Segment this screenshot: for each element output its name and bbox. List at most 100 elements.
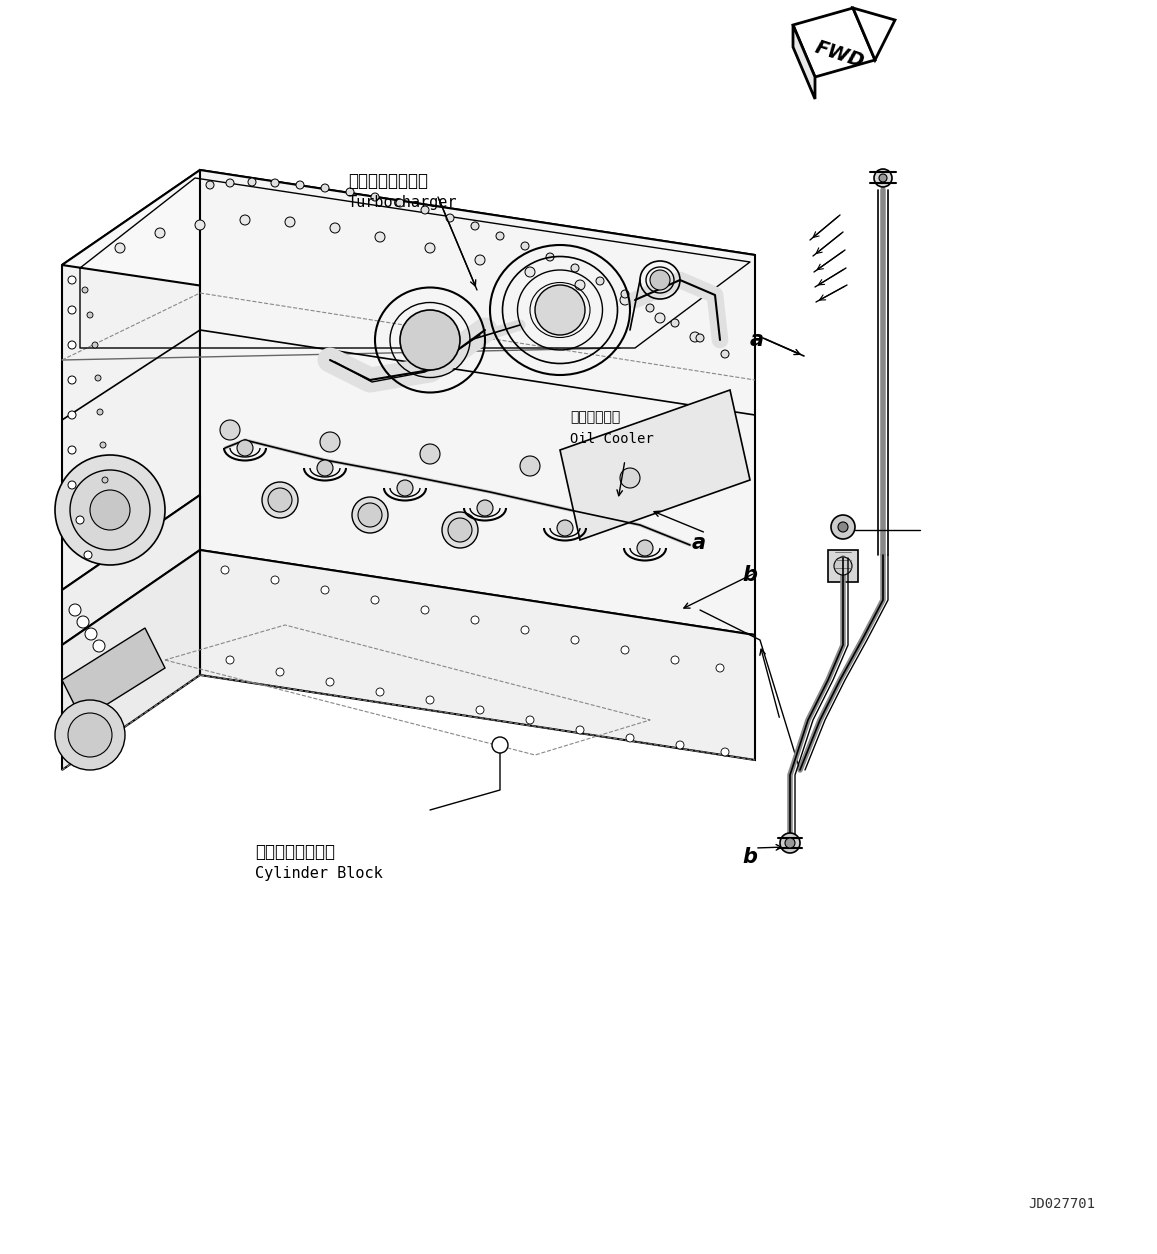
Text: Turbocharger: Turbocharger [348, 196, 457, 209]
Circle shape [620, 468, 640, 488]
Circle shape [226, 656, 234, 665]
Polygon shape [200, 171, 756, 635]
Polygon shape [793, 25, 815, 99]
Text: シリンダブロック: シリンダブロック [255, 843, 336, 861]
Circle shape [371, 596, 379, 604]
Circle shape [196, 219, 205, 229]
Circle shape [879, 174, 887, 182]
Circle shape [320, 184, 329, 192]
Circle shape [100, 441, 106, 448]
Circle shape [421, 606, 429, 614]
Circle shape [646, 303, 654, 312]
Circle shape [445, 214, 454, 222]
Circle shape [420, 444, 440, 464]
Circle shape [620, 295, 631, 305]
Circle shape [655, 314, 665, 324]
Circle shape [572, 636, 578, 645]
Text: b: b [742, 566, 757, 586]
Circle shape [71, 470, 150, 551]
Circle shape [155, 228, 165, 238]
Circle shape [575, 280, 585, 290]
Circle shape [831, 515, 855, 539]
Circle shape [320, 586, 329, 594]
Circle shape [690, 332, 700, 342]
Circle shape [93, 640, 105, 652]
Circle shape [206, 181, 214, 189]
Circle shape [277, 668, 283, 676]
Circle shape [90, 490, 130, 530]
Polygon shape [828, 551, 858, 582]
Text: Cylinder Block: Cylinder Block [255, 867, 383, 882]
Text: b: b [742, 846, 757, 867]
Circle shape [221, 566, 229, 574]
Circle shape [56, 455, 165, 566]
Circle shape [226, 179, 234, 187]
Circle shape [400, 310, 460, 370]
Circle shape [572, 265, 578, 272]
Circle shape [471, 222, 479, 229]
Circle shape [834, 557, 852, 576]
Circle shape [426, 696, 434, 703]
Circle shape [521, 626, 529, 635]
Circle shape [492, 737, 508, 752]
Circle shape [621, 646, 629, 655]
Circle shape [102, 477, 108, 483]
Circle shape [874, 169, 892, 187]
Circle shape [526, 716, 535, 724]
Circle shape [56, 700, 125, 770]
Circle shape [496, 232, 504, 240]
Polygon shape [793, 8, 875, 76]
Circle shape [721, 350, 729, 357]
Circle shape [521, 242, 529, 250]
Circle shape [320, 431, 340, 451]
Circle shape [68, 714, 112, 757]
Circle shape [626, 734, 634, 742]
Circle shape [375, 232, 385, 242]
Circle shape [285, 217, 295, 227]
Polygon shape [560, 390, 750, 540]
Circle shape [557, 520, 573, 535]
Polygon shape [62, 171, 756, 349]
Circle shape [346, 188, 354, 196]
Circle shape [239, 214, 250, 224]
Circle shape [97, 409, 103, 415]
Circle shape [638, 540, 653, 556]
Circle shape [84, 628, 97, 640]
Circle shape [271, 179, 279, 187]
Circle shape [68, 411, 76, 419]
Circle shape [68, 446, 76, 454]
Circle shape [671, 319, 679, 327]
Circle shape [82, 287, 88, 293]
Circle shape [317, 460, 333, 477]
Circle shape [93, 342, 98, 349]
Circle shape [525, 267, 535, 277]
Circle shape [519, 456, 540, 477]
Circle shape [376, 688, 384, 696]
Text: オイルクーラ: オイルクーラ [570, 410, 620, 424]
Polygon shape [62, 171, 200, 589]
Circle shape [95, 375, 101, 381]
Circle shape [716, 665, 724, 672]
Circle shape [68, 276, 76, 283]
Circle shape [76, 515, 84, 524]
Text: Oil Cooler: Oil Cooler [570, 431, 654, 446]
Circle shape [396, 199, 404, 207]
Circle shape [425, 243, 435, 253]
Circle shape [442, 512, 478, 548]
Polygon shape [200, 551, 756, 760]
Circle shape [471, 616, 479, 624]
Circle shape [780, 833, 799, 853]
Circle shape [421, 206, 429, 214]
Circle shape [476, 706, 484, 714]
Circle shape [68, 306, 76, 314]
Circle shape [358, 503, 382, 527]
Text: FWD: FWD [812, 38, 867, 71]
Circle shape [87, 312, 93, 319]
Circle shape [296, 181, 304, 189]
Circle shape [220, 420, 239, 440]
Circle shape [68, 376, 76, 384]
Circle shape [576, 726, 584, 734]
Polygon shape [62, 551, 200, 770]
Circle shape [330, 223, 340, 233]
Polygon shape [853, 8, 896, 60]
